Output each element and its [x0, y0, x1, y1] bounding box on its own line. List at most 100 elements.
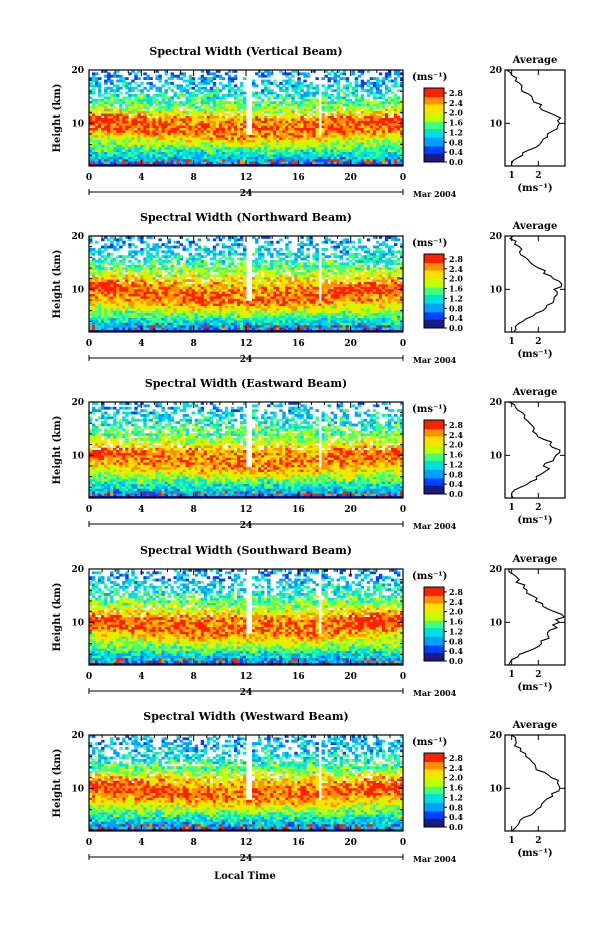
heatmap-cell	[373, 147, 376, 150]
heatmap-cell	[177, 318, 180, 321]
heatmap-cell	[171, 140, 174, 143]
heatmap-cell	[294, 147, 297, 150]
heatmap-cell	[104, 132, 107, 135]
heatmap-cell	[192, 101, 195, 104]
heatmap-cell	[95, 116, 98, 119]
heatmap-cell	[161, 128, 164, 131]
heatmap-cell	[288, 104, 291, 107]
heatmap-cell	[164, 104, 167, 107]
heatmap-cell	[300, 159, 303, 162]
heatmap-cell	[358, 130, 361, 133]
heatmap-cell	[273, 125, 276, 128]
heatmap-cell	[240, 125, 243, 128]
heatmap-cell	[346, 101, 349, 104]
heatmap-cell	[125, 147, 128, 150]
heatmap-cell	[297, 101, 300, 104]
heatmap-cell	[198, 325, 201, 328]
heatmap-cell	[270, 101, 273, 104]
heatmap-cell	[255, 92, 258, 95]
heatmap-cell	[210, 80, 213, 83]
heatmap-cell	[306, 72, 309, 75]
heatmap-cell	[143, 152, 146, 155]
heatmap-cell	[376, 132, 379, 135]
heatmap-cell	[376, 144, 379, 147]
heatmap-cell	[164, 147, 167, 150]
heatmap-cell	[237, 144, 240, 147]
heatmap-cell	[174, 137, 177, 140]
heatmap-cell	[177, 135, 180, 138]
heatmap-cell	[297, 120, 300, 123]
heatmap-cell	[306, 75, 309, 78]
heatmap-cell	[334, 154, 337, 157]
heatmap-cell	[158, 92, 161, 95]
heatmap-cell	[219, 128, 222, 131]
heatmap-cell	[161, 322, 164, 325]
heatmap-cell	[155, 159, 158, 162]
heatmap-cell	[98, 137, 101, 140]
x-tick-label: 16	[292, 173, 305, 183]
heatmap-cell	[303, 104, 306, 107]
heatmap-cell	[394, 147, 397, 150]
heatmap-cell	[328, 125, 331, 128]
heatmap-cell	[397, 106, 400, 109]
heatmap-cell	[294, 154, 297, 157]
heatmap-cell	[222, 104, 225, 107]
heatmap-cell	[331, 322, 334, 325]
heatmap-cell	[337, 99, 340, 102]
heatmap-cell	[358, 118, 361, 121]
heatmap-cell	[315, 156, 318, 159]
heatmap-cell	[394, 118, 397, 121]
heatmap-cell	[168, 149, 171, 152]
heatmap-cell	[110, 322, 113, 325]
heatmap-cell	[355, 152, 358, 155]
heatmap-cell	[279, 89, 282, 92]
heatmap-cell	[137, 322, 140, 325]
heatmap-cell	[201, 104, 204, 107]
heatmap-cell	[303, 322, 306, 325]
heatmap-cell	[358, 120, 361, 123]
heatmap-cell	[140, 99, 143, 102]
heatmap-cell	[270, 154, 273, 157]
heatmap-cell	[228, 147, 231, 150]
heatmap-cell	[276, 320, 279, 323]
heatmap-cell	[334, 142, 337, 145]
heatmap-cell	[285, 96, 288, 99]
heatmap-cell	[279, 156, 282, 159]
heatmap-cell	[171, 123, 174, 126]
heatmap-cell	[388, 149, 391, 152]
heatmap-cell	[107, 75, 110, 78]
heatmap-cell	[361, 111, 364, 114]
heatmap-cell	[113, 322, 116, 325]
heatmap-cell	[379, 113, 382, 116]
heatmap-cell	[352, 147, 355, 150]
heatmap-cell	[155, 154, 158, 157]
heatmap-cell	[258, 325, 261, 328]
heatmap-cell	[237, 142, 240, 145]
heatmap-cell	[379, 137, 382, 140]
heatmap-cell	[358, 113, 361, 116]
heatmap-cell	[116, 142, 119, 145]
heatmap-cell	[246, 140, 249, 143]
heatmap-cell	[349, 84, 352, 87]
heatmap-cell	[331, 147, 334, 150]
heatmap-cell	[391, 156, 394, 159]
heatmap-cell	[131, 106, 134, 109]
heatmap-cell	[113, 111, 116, 114]
heatmap-cell	[373, 116, 376, 119]
heatmap-cell	[276, 154, 279, 157]
heatmap-cell	[222, 327, 225, 330]
heatmap-cell	[134, 106, 137, 109]
heatmap-cell	[95, 132, 98, 135]
heatmap-cell	[264, 104, 267, 107]
heatmap-cell	[128, 147, 131, 150]
heatmap-cell	[107, 123, 110, 126]
heatmap-cell	[195, 318, 198, 321]
heatmap-cell	[149, 120, 152, 123]
heatmap-cell	[119, 161, 122, 164]
heatmap-cell	[249, 320, 252, 323]
heatmap-cell	[243, 322, 246, 325]
heatmap-cell	[252, 135, 255, 138]
heatmap-cell	[325, 135, 328, 138]
heatmap-cell	[134, 87, 137, 90]
heatmap-cell	[364, 147, 367, 150]
